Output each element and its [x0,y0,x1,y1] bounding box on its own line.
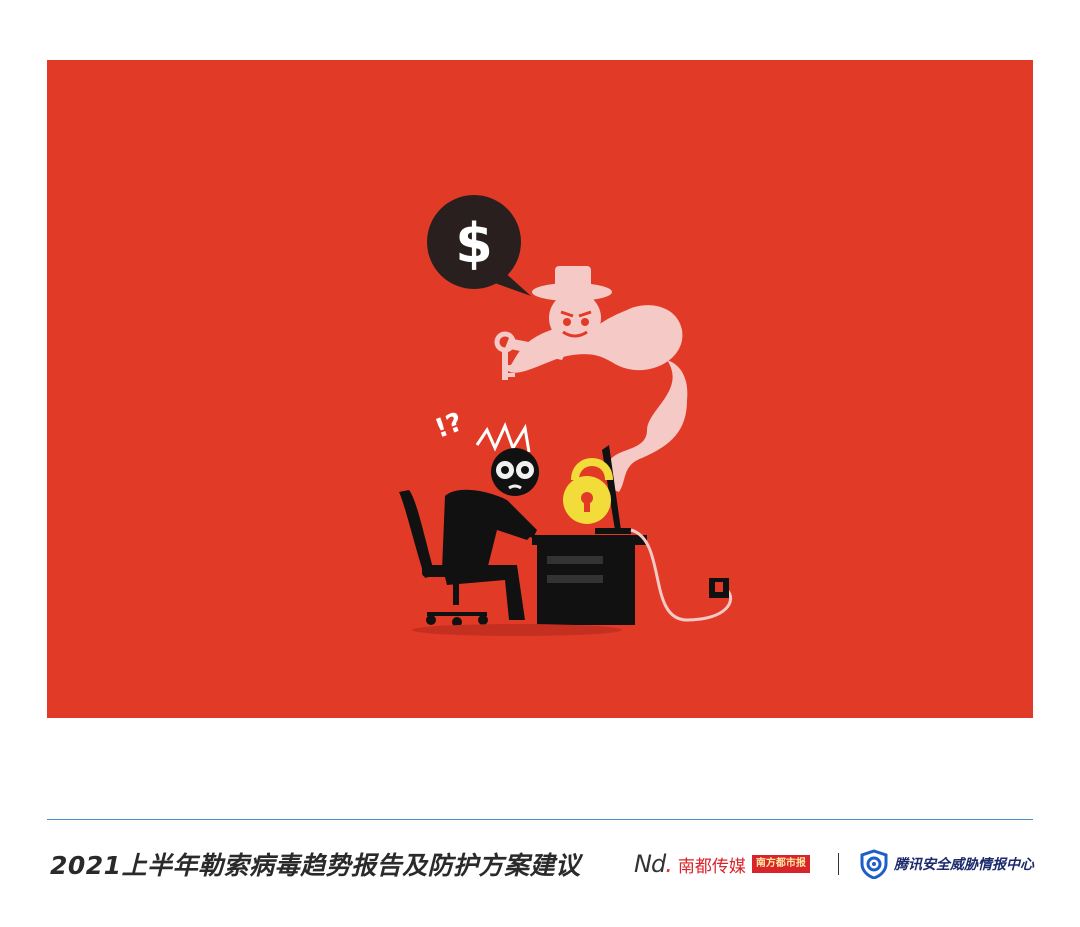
person-at-desk [399,448,539,627]
floor-shadow [412,624,622,636]
padlock [563,458,613,524]
power-cable [630,528,733,622]
desk [532,535,647,625]
nandu-media-name: 南都传媒 [677,856,746,877]
report-title: 2021上半年勒索病毒趋势报告及防护方案建议 [50,851,581,880]
shock-spikes [475,422,531,453]
tencent-security-logo: 腾讯安全威胁情报中心 [860,848,1034,880]
ransomware-scene: $ !? [399,195,733,636]
speech-bubble: $ [427,195,531,296]
exclaim-symbol: !? [431,407,467,444]
shield-icon [860,849,888,879]
hero-illustration: $ !? [47,60,1033,718]
tencent-security-name: 腾讯安全威胁情报中心 [894,857,1034,873]
nanfang-dushibao-badge: 南方都市报 [751,855,810,873]
nd-mark: Nd. [634,850,673,878]
brand-divider [838,853,839,875]
dollar-symbol: $ [455,212,493,275]
nandu-media-logo: Nd. 南都传媒 南方都市报 [634,849,810,879]
footer-divider-line [47,819,1033,820]
ghost-thief [494,266,688,492]
